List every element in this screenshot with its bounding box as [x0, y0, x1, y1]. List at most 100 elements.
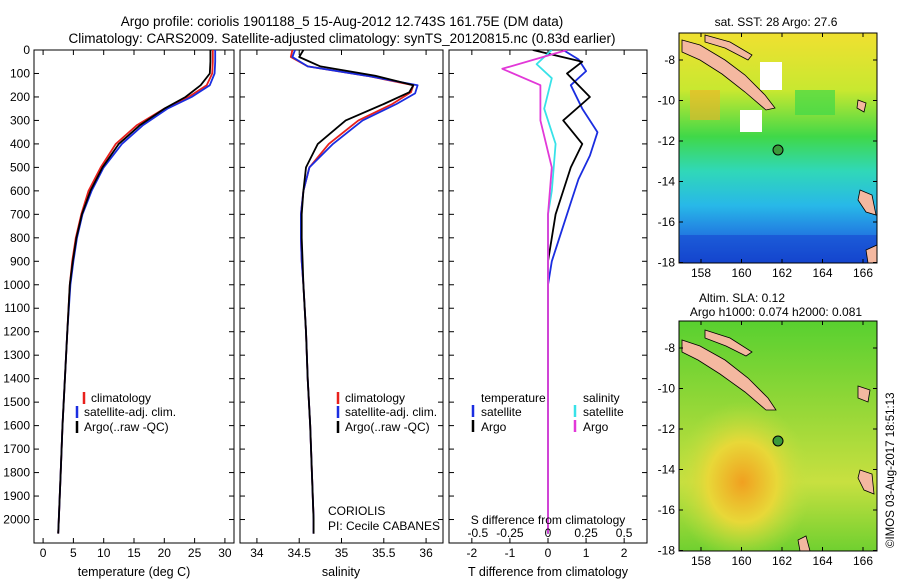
- temperature-panel: 0 5 10 15 20 25 300100200300400500600700800900…: [3, 43, 235, 579]
- s-difference-ticks: -0.5 -0.25 0 0.25 0.5: [468, 526, 633, 540]
- sla-island: [857, 469, 875, 495]
- y-tick-label: 200: [10, 90, 30, 104]
- legend-label-t-argo: Argo: [481, 420, 507, 434]
- lon-tick-label: 166: [853, 554, 873, 568]
- sla-island: [857, 385, 871, 403]
- x-tick-label: 20: [158, 546, 172, 560]
- imos-stamp: ©IMOS 03-Aug-2017 18:51:13: [885, 392, 897, 548]
- sst-island: [704, 34, 753, 61]
- y-tick-label: 1400: [3, 372, 30, 386]
- difference-panel: -2 -1 0 1 2 T difference from climatology S …: [448, 49, 648, 579]
- y-tick-label: 800: [10, 231, 30, 245]
- salinity-panel: 34 34.5 35 35.5 36 salinity climatology sate…: [239, 49, 444, 579]
- x-tick-label: 15: [127, 546, 141, 560]
- sst-argo-position: [772, 144, 784, 156]
- legend-label-t-satellite: satellite: [481, 405, 522, 419]
- legend-label-s-satellite: satellite: [583, 405, 624, 419]
- x-tick-label: 0: [40, 546, 47, 560]
- salinity-xlabel: salinity: [322, 565, 361, 579]
- sst-map-ticks: 158 160 162 164 166 -8 -10 -12 -14 -16 -18: [658, 33, 877, 280]
- sst-island: [856, 99, 867, 113]
- lon-tick-label: 158: [691, 266, 711, 280]
- s-difference-tick-label: -0.25: [496, 526, 524, 540]
- sla-map-frame: [678, 320, 878, 552]
- legend-title-temperature: temperature: [481, 391, 546, 405]
- salinity-lines: [289, 50, 419, 534]
- temperature-lines: [57, 50, 217, 534]
- sla-map-ticks: 158 160 162 164 166 -8 -10 -12 -14 -16 -18: [658, 321, 877, 568]
- legend-title-salinity: salinity: [583, 391, 620, 405]
- lon-tick-label: 160: [731, 266, 751, 280]
- x-tick-label: 5: [70, 546, 77, 560]
- x-tick-label: 0: [545, 546, 552, 560]
- lon-tick-label: 164: [812, 266, 832, 280]
- s-difference-tick-label: 0.25: [574, 526, 598, 540]
- series-line-argo-raw-qc: [298, 50, 415, 534]
- lat-tick-label: -14: [658, 175, 676, 189]
- difference-ticks: -2 -1 0 1 2: [449, 49, 647, 560]
- difference-legend: temperature satellite Argo salinity sate…: [471, 391, 624, 434]
- x-tick-label: 30: [218, 546, 232, 560]
- legend-label-climatology: climatology: [345, 391, 405, 405]
- sst-island: [681, 39, 776, 111]
- sst-map-title: sat. SST: 28 Argo: 27.6: [715, 15, 838, 29]
- y-tick-label: 1900: [3, 489, 30, 503]
- s-difference-tick-label: 0: [545, 526, 552, 540]
- sla-map-title-line1: Altim. SLA: 0.12: [699, 291, 785, 305]
- data-centre-label: CORIOLIS: [328, 504, 385, 518]
- y-tick-label: 1300: [3, 348, 30, 362]
- x-tick-label: 36: [419, 546, 433, 560]
- legend-label-satellite: satellite-adj. clim.: [84, 405, 176, 419]
- y-tick-label: 1200: [3, 325, 30, 339]
- pi-label: PI: Cecile CABANES: [328, 519, 440, 533]
- lat-tick-label: -16: [658, 215, 676, 229]
- legend-label-s-argo: Argo: [583, 420, 609, 434]
- sst-cloud-patch: [740, 110, 762, 132]
- temperature-legend: climatology satellite-adj. clim. Argo(..…: [75, 391, 176, 434]
- y-tick-label: 600: [10, 184, 30, 198]
- x-tick-label: 2: [621, 546, 628, 560]
- x-tick-label: -2: [467, 546, 478, 560]
- y-tick-label: 100: [10, 66, 30, 80]
- temperature-plot-frame: [33, 49, 235, 544]
- y-tick-label: 700: [10, 207, 30, 221]
- y-tick-label: 900: [10, 254, 30, 268]
- sst-map-frame: [678, 32, 878, 264]
- y-tick-label: 1800: [3, 466, 30, 480]
- sst-warm-patch: [690, 90, 720, 120]
- sla-argo-position: [772, 435, 784, 447]
- x-tick-label: -1: [505, 546, 516, 560]
- sla-island: [704, 329, 753, 357]
- lat-tick-label: -18: [658, 544, 676, 558]
- x-tick-label: 1: [583, 546, 590, 560]
- series-line-salinity-argo: [501, 50, 568, 534]
- legend-label-climatology: climatology: [91, 391, 151, 405]
- legend-label-satellite: satellite-adj. clim.: [345, 405, 437, 419]
- temperature-ticks: 0 5 10 15 20 25 300100200300400500600700800900…: [3, 43, 234, 560]
- salinity-ticks: 34 34.5 35 35.5 36: [240, 49, 443, 560]
- y-tick-label: 1100: [4, 301, 30, 315]
- legend-label-argo: Argo(..raw -QC): [84, 420, 169, 434]
- sst-map: sat. SST: 28 Argo: 27.6 158 160 162 164 166 -…: [658, 15, 878, 280]
- sla-map-title-line2: Argo h1000: 0.074 h2000: 0.081: [690, 305, 862, 319]
- x-tick-label: 35.5: [372, 546, 396, 560]
- x-tick-label: 35: [335, 546, 349, 560]
- sst-green-patch: [795, 90, 835, 115]
- lat-tick-label: -8: [664, 341, 675, 355]
- difference-xlabel: T difference from climatology: [468, 565, 629, 579]
- lat-tick-label: -12: [658, 422, 676, 436]
- salinity-plot-frame: [239, 49, 444, 544]
- y-tick-label: 0: [23, 43, 30, 57]
- y-tick-label: 1000: [3, 278, 30, 292]
- sst-island: [857, 189, 877, 216]
- lat-tick-label: -18: [658, 256, 676, 270]
- temperature-xlabel: temperature (deg C): [78, 565, 191, 579]
- series-line-argo-raw-qc: [57, 50, 212, 534]
- lat-tick-label: -14: [658, 463, 676, 477]
- sla-island: [797, 535, 811, 551]
- y-tick-label: 1500: [3, 395, 30, 409]
- figure-title-line2: Climatology: CARS2009. Satellite-adjuste…: [68, 31, 615, 46]
- s-difference-label: S difference from climatology: [471, 513, 626, 527]
- lon-tick-label: 166: [853, 266, 873, 280]
- s-difference-tick-label: 0.5: [616, 526, 633, 540]
